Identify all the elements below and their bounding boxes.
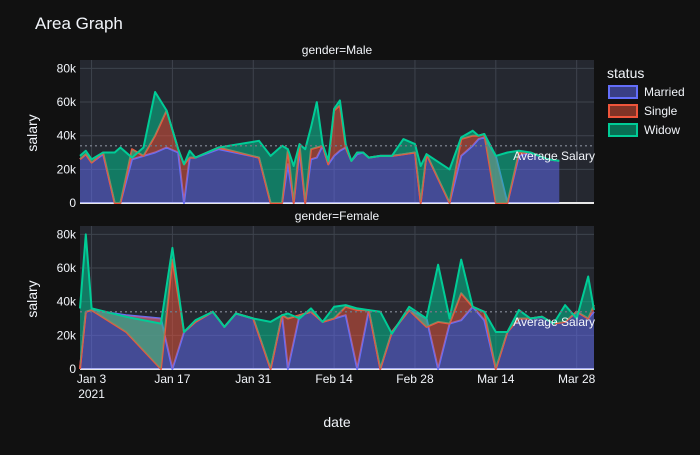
- y-tick-label: 40k: [57, 129, 77, 143]
- legend-swatch: [608, 85, 638, 99]
- line-widow[interactable]: [79, 91, 560, 171]
- legend-swatch: [608, 104, 638, 118]
- average-salary-label: Average Salary: [513, 149, 595, 163]
- facet-title: gender=Male: [302, 43, 373, 57]
- legend-label: Single: [644, 104, 678, 118]
- y-axis-label-bottom: salary: [24, 280, 40, 317]
- facet-panel-female: 0 20k 40k 60k 80k Average Salary gender=Female: [57, 209, 595, 376]
- x-tick-label: Jan 31: [235, 372, 271, 386]
- y-tick-label: 40k: [57, 295, 77, 309]
- x-tick-label: Feb 14: [315, 372, 353, 386]
- facet-title: gender=Female: [295, 209, 380, 223]
- line-widow[interactable]: [79, 233, 595, 335]
- y-tick-label: 60k: [57, 95, 77, 109]
- x-tick-label: Mar 28: [558, 372, 596, 386]
- y-axis-label-top: salary: [24, 114, 40, 151]
- legend-item-married[interactable]: Married: [608, 85, 685, 99]
- x-tick-label: Feb 28: [396, 372, 434, 386]
- x-tick-label: Mar 14: [477, 372, 515, 386]
- facet-panel-male: 0 20k 40k 60k 80k Average Salary gender=Male: [57, 43, 595, 210]
- legend-item-widow[interactable]: Widow: [608, 123, 680, 137]
- x-axis-label: date: [323, 414, 350, 430]
- legend-label: Widow: [644, 123, 680, 137]
- y-tick-label: 0: [69, 362, 76, 376]
- legend-item-single[interactable]: Single: [608, 104, 678, 118]
- y-tick-label: 0: [69, 196, 76, 210]
- legend-swatch: [608, 123, 638, 137]
- chart-title: Area Graph: [35, 14, 123, 33]
- area-married[interactable]: [80, 306, 594, 369]
- area-married[interactable]: [80, 137, 560, 203]
- y-tick-label: 80k: [57, 61, 77, 75]
- area-widow[interactable]: [80, 92, 560, 203]
- x-tick-label: Jan 17: [154, 372, 190, 386]
- y-tick-label: 80k: [57, 227, 77, 241]
- legend-label: Married: [644, 85, 685, 99]
- legend[interactable]: status Married Single Widow: [607, 65, 685, 137]
- y-tick-label: 20k: [57, 162, 77, 176]
- legend-title: status: [607, 65, 644, 81]
- x-tick-label: 2021: [78, 387, 105, 401]
- y-tick-label: 60k: [57, 261, 77, 275]
- average-salary-label: Average Salary: [513, 315, 595, 329]
- y-tick-label: 20k: [57, 328, 77, 342]
- x-tick-label: Jan 3: [77, 372, 107, 386]
